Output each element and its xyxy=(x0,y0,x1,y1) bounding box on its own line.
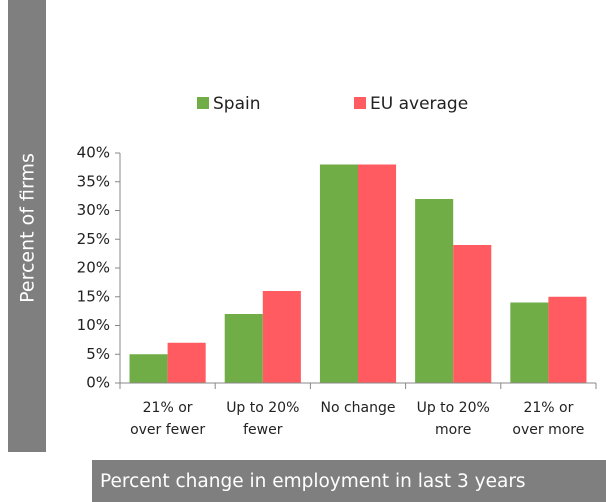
y-axis-label: Percent of firms xyxy=(17,153,39,303)
bar xyxy=(224,314,263,383)
bar xyxy=(510,302,549,383)
y-tick-label: 0% xyxy=(86,374,110,392)
bar xyxy=(129,354,168,383)
y-tick-label: 25% xyxy=(77,230,110,248)
y-tick-label: 5% xyxy=(86,345,110,363)
bar xyxy=(167,342,206,383)
legend-label: Spain xyxy=(213,94,261,114)
x-tick-label: 21% or over fewer xyxy=(130,400,206,438)
bar xyxy=(548,296,587,383)
y-label-box xyxy=(8,0,46,452)
bar xyxy=(358,164,397,383)
bar xyxy=(453,245,492,383)
y-tick-label: 10% xyxy=(77,316,110,334)
legend-label: EU average xyxy=(370,94,468,114)
x-label-box xyxy=(92,460,606,502)
bar xyxy=(319,164,358,383)
x-tick-label: 21% or over more xyxy=(512,400,585,438)
y-tick-label: 30% xyxy=(77,201,110,219)
x-axis-label: Percent change in employment in last 3 y… xyxy=(100,471,526,492)
x-tick-label: Up to 20% more xyxy=(416,400,490,438)
legend-swatch xyxy=(197,97,209,109)
x-tick-label: No change xyxy=(320,400,396,416)
y-tick-label: 15% xyxy=(77,287,110,305)
y-tick-label: 20% xyxy=(77,259,110,277)
legend-swatch xyxy=(354,97,366,109)
x-tick-label: Up to 20% fewer xyxy=(226,400,300,438)
bar xyxy=(415,199,454,383)
bar xyxy=(262,291,301,383)
y-tick-label: 40% xyxy=(77,144,110,162)
y-tick-label: 35% xyxy=(77,172,110,190)
